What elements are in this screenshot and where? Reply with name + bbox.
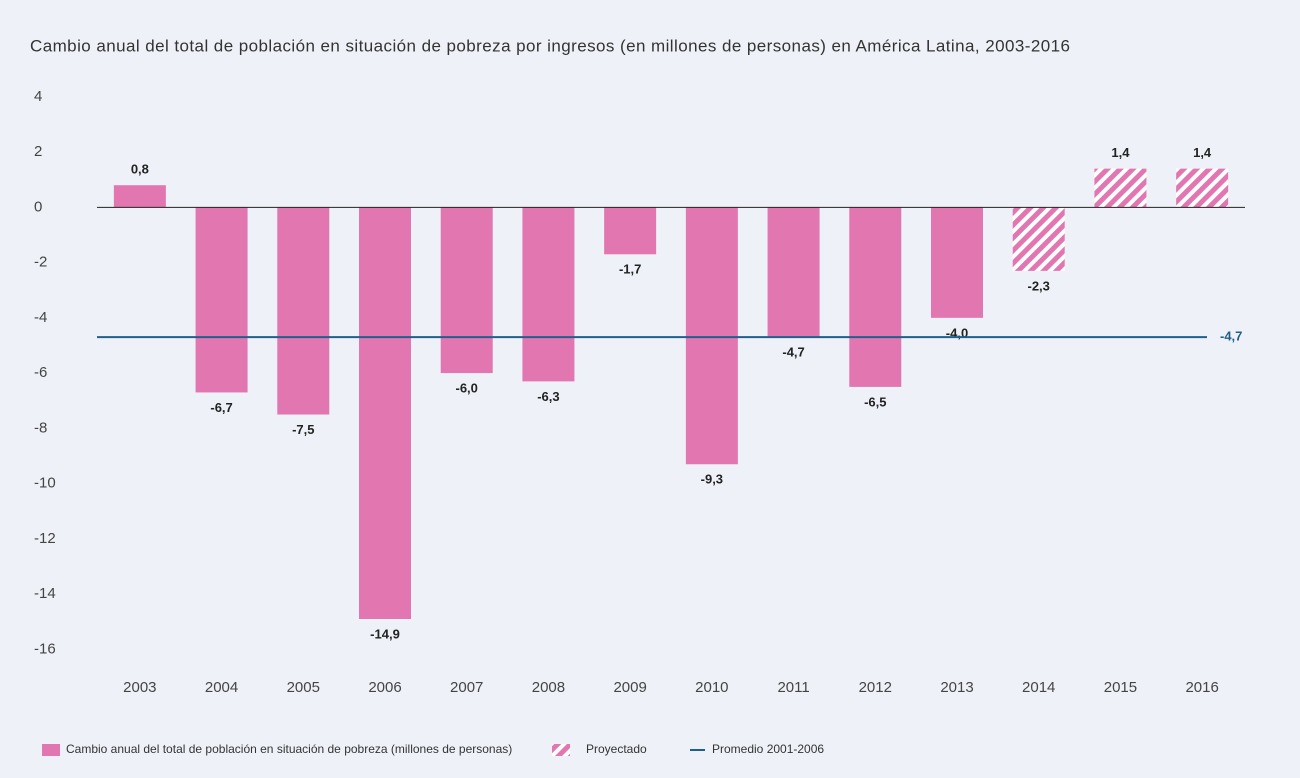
bar xyxy=(359,207,411,619)
bar xyxy=(767,207,820,338)
value-label: -4,7 xyxy=(782,345,804,360)
legend-swatch xyxy=(42,744,60,756)
reference-label: -4,7 xyxy=(1220,329,1242,344)
x-tick-label: 2013 xyxy=(940,679,973,696)
x-tick-label: 2003 xyxy=(123,679,156,696)
value-label: -6,5 xyxy=(864,394,886,409)
bar xyxy=(1094,168,1147,208)
y-tick-label: -14 xyxy=(34,585,56,602)
x-tick-label: 2007 xyxy=(450,679,483,696)
value-label: -2,3 xyxy=(1028,278,1050,293)
x-tick-label: 2010 xyxy=(695,679,728,696)
y-tick-label: 4 xyxy=(34,88,42,105)
y-tick-label: -8 xyxy=(34,419,47,436)
bar xyxy=(522,207,575,382)
chart-title: Cambio anual del total de población en s… xyxy=(30,36,1070,55)
bar xyxy=(440,207,493,374)
x-tick-label: 2008 xyxy=(532,679,565,696)
bar xyxy=(113,185,166,208)
x-tick-label: 2014 xyxy=(1022,679,1055,696)
bar xyxy=(931,207,983,318)
legend-label: Promedio 2001-2006 xyxy=(712,742,824,756)
bar xyxy=(277,207,330,415)
value-label: 0,8 xyxy=(131,162,149,177)
bar xyxy=(195,207,248,393)
legend-swatch xyxy=(552,744,570,756)
x-tick-label: 2012 xyxy=(859,679,892,696)
bar xyxy=(604,207,657,255)
x-tick-label: 2015 xyxy=(1104,679,1137,696)
value-label: -6,7 xyxy=(210,400,232,415)
value-label: 1,4 xyxy=(1193,145,1212,160)
bar xyxy=(849,207,902,387)
y-tick-label: 0 xyxy=(34,198,42,215)
y-tick-label: -6 xyxy=(34,364,47,381)
value-label: -6,3 xyxy=(537,389,559,404)
value-label: -6,0 xyxy=(456,381,478,396)
bar xyxy=(1012,207,1065,271)
x-tick-label: 2016 xyxy=(1185,679,1218,696)
y-tick-label: -2 xyxy=(34,254,47,271)
value-label: -7,5 xyxy=(292,422,314,437)
value-label: -1,7 xyxy=(619,262,641,277)
y-tick-label: 2 xyxy=(34,143,42,160)
x-tick-label: 2011 xyxy=(777,679,809,696)
legend-label: Cambio anual del total de población en s… xyxy=(66,742,512,756)
x-tick-label: 2005 xyxy=(287,679,320,696)
value-label: -9,3 xyxy=(701,472,723,487)
value-label: -14,9 xyxy=(370,626,400,641)
y-tick-label: -10 xyxy=(34,475,56,492)
bar xyxy=(685,207,738,465)
x-tick-label: 2006 xyxy=(368,679,401,696)
y-tick-label: -16 xyxy=(34,640,56,657)
bar xyxy=(1176,168,1229,208)
x-tick-label: 2004 xyxy=(205,679,238,696)
value-label: 1,4 xyxy=(1111,145,1130,160)
legend-label: Proyectado xyxy=(586,742,647,756)
y-tick-label: -12 xyxy=(34,530,56,547)
x-tick-label: 2009 xyxy=(613,679,646,696)
y-tick-label: -4 xyxy=(34,309,47,326)
